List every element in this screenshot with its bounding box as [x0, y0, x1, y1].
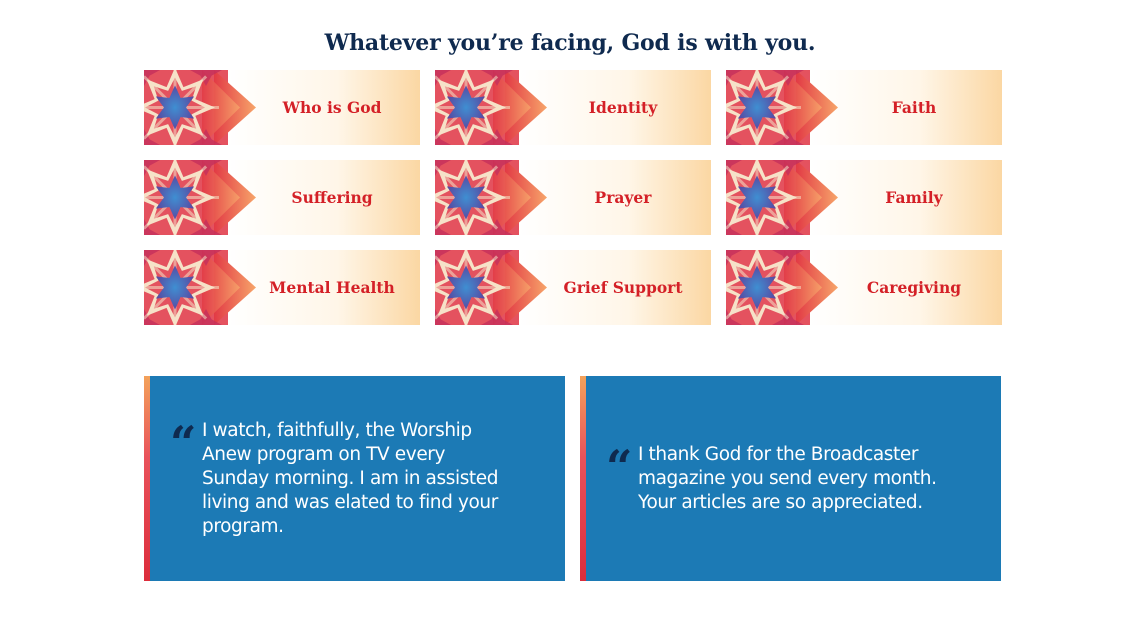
testimonial-line: I watch, faithfully, the Worship — [202, 420, 472, 441]
topic-grid: Who is God Identity Faith Suffering Pray… — [144, 70, 1002, 325]
testimonial-text: I watch, faithfully, the Worship Anew pr… — [202, 419, 552, 539]
topic-label: Grief Support — [563, 278, 683, 297]
star-pattern-icon — [144, 70, 256, 145]
testimonial-text: I thank God for the Broadcaster magazine… — [638, 443, 988, 515]
topic-label: Family — [885, 188, 943, 207]
topic-label: Who is God — [282, 98, 382, 117]
topic-card-family[interactable]: Family — [726, 160, 1002, 235]
testimonial-line: Your articles are so appreciated. — [638, 492, 923, 513]
star-pattern-icon — [726, 70, 838, 145]
topic-card-suffering[interactable]: Suffering — [144, 160, 420, 235]
testimonial-line: Sunday morning. I am in assisted — [202, 468, 499, 489]
topic-label: Caregiving — [866, 278, 962, 297]
topic-card-prayer[interactable]: Prayer — [435, 160, 711, 235]
star-pattern-icon — [144, 250, 256, 325]
quote-mark-icon: “ — [170, 416, 197, 470]
testimonial-line: Anew program on TV every — [202, 444, 446, 465]
star-pattern-icon — [144, 160, 256, 235]
testimonial-line: program. — [202, 516, 284, 537]
quote-mark-icon: “ — [606, 440, 633, 494]
topic-label: Suffering — [291, 188, 373, 207]
testimonial-line: living and was elated to find your — [202, 492, 498, 513]
testimonial-line: magazine you send every month. — [638, 468, 937, 489]
topic-card-caregiving[interactable]: Caregiving — [726, 250, 1002, 325]
star-pattern-icon — [435, 160, 547, 235]
topic-card-mental-health[interactable]: Mental Health — [144, 250, 420, 325]
page-title: Whatever you’re facing, God is with you. — [324, 30, 816, 56]
star-pattern-icon — [726, 160, 838, 235]
topic-card-who-is-god[interactable]: Who is God — [144, 70, 420, 145]
accent-bar — [144, 376, 150, 581]
testimonial-card: “ I thank God for the Broadcaster magazi… — [580, 376, 1001, 581]
star-pattern-icon — [726, 250, 838, 325]
testimonial-card: “ I watch, faithfully, the Worship Anew … — [144, 376, 565, 581]
topic-card-faith[interactable]: Faith — [726, 70, 1002, 145]
accent-bar — [580, 376, 586, 581]
topic-label: Identity — [588, 98, 658, 117]
testimonial-line: I thank God for the Broadcaster — [638, 444, 919, 465]
star-pattern-icon — [435, 250, 547, 325]
topic-card-identity[interactable]: Identity — [435, 70, 711, 145]
topic-label: Mental Health — [269, 278, 395, 297]
topic-card-grief-support[interactable]: Grief Support — [435, 250, 711, 325]
topic-label: Prayer — [594, 188, 652, 207]
topic-label: Faith — [891, 98, 937, 117]
star-pattern-icon — [435, 70, 547, 145]
